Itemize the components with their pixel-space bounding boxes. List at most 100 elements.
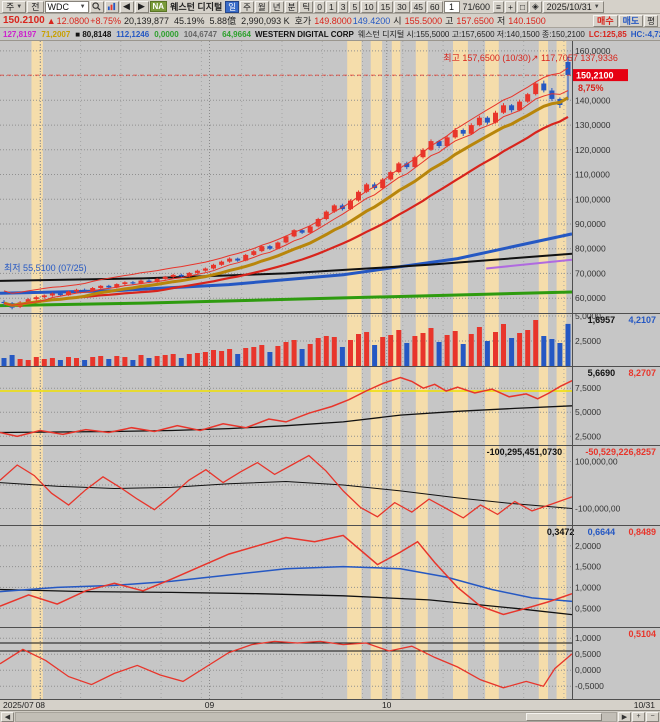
svg-text:2,5000: 2,5000 bbox=[575, 431, 601, 441]
trade-amount: 5.88億 bbox=[209, 16, 237, 26]
zoom-out-button[interactable]: − bbox=[646, 711, 659, 722]
low-label: 저 bbox=[496, 16, 506, 26]
candle-count: 71/600 bbox=[462, 1, 491, 12]
period-button-일[interactable]: 일 bbox=[225, 0, 240, 13]
svg-text:0,0000: 0,0000 bbox=[575, 665, 601, 675]
svg-text:-50,529,226,8257: -50,529,226,8257 bbox=[585, 447, 656, 457]
scroll-left-button[interactable]: ◀ bbox=[1, 711, 14, 722]
search-icon[interactable] bbox=[89, 0, 104, 13]
chevron-down-icon: ▼ bbox=[79, 3, 86, 10]
period-button-분[interactable]: 분 bbox=[284, 0, 299, 13]
volume-ratio: 45.19% bbox=[174, 15, 205, 26]
svg-text:5,0000: 5,0000 bbox=[575, 407, 601, 417]
svg-text:110,0000: 110,0000 bbox=[575, 170, 610, 180]
svg-text:7,5000: 7,5000 bbox=[575, 383, 601, 393]
tool-icon-□[interactable]: □ bbox=[516, 0, 529, 13]
market-type-label: 주 bbox=[6, 2, 15, 12]
scroll-right-button[interactable]: ▶ bbox=[618, 711, 631, 722]
price-change-pct: +8.75% bbox=[90, 15, 121, 26]
svg-text:09: 09 bbox=[205, 700, 215, 710]
header-indicator-value: 64,9664 bbox=[222, 29, 251, 39]
macd-pane bbox=[0, 376, 573, 438]
minute-button-30[interactable]: 30 bbox=[394, 0, 410, 13]
svg-text:8,2707: 8,2707 bbox=[628, 368, 656, 378]
buy-button[interactable]: 매수 bbox=[593, 14, 618, 27]
minute-button-60[interactable]: 60 bbox=[427, 0, 443, 13]
header-indicator-value: 127,8197 bbox=[3, 29, 37, 39]
high-label: 고 bbox=[445, 16, 454, 26]
change-arrow-icon: ▲ bbox=[46, 15, 56, 26]
trade-value-k: 2,990,093 K bbox=[241, 15, 290, 26]
scroll-thumb[interactable] bbox=[526, 712, 602, 721]
market-type-combo[interactable]: 주 ▼ bbox=[2, 0, 27, 13]
svg-text:70,0000: 70,0000 bbox=[575, 268, 606, 278]
jeon-button[interactable]: 전 bbox=[27, 0, 44, 13]
minute-button-45[interactable]: 45 bbox=[410, 0, 427, 13]
tool-icon-+[interactable]: + bbox=[505, 0, 516, 13]
open-price: 155.5000 bbox=[404, 15, 443, 26]
prev-stock-button[interactable]: ◀ bbox=[119, 0, 134, 13]
zoom-in-button[interactable]: + bbox=[632, 711, 645, 722]
minute-button-5[interactable]: 5 bbox=[349, 0, 361, 13]
price-chart[interactable]: 160,0000 140,0000 130,0000 120,0000 110,0000… bbox=[0, 41, 660, 710]
next-stock-button[interactable]: ▶ bbox=[134, 0, 149, 13]
horizontal-scrollbar: ◀ ▶ + − bbox=[0, 710, 660, 722]
minute-button-15[interactable]: 15 bbox=[377, 0, 394, 13]
scroll-track[interactable] bbox=[15, 711, 617, 722]
svg-text:4,2107: 4,2107 bbox=[628, 315, 656, 325]
open-label: 시 bbox=[393, 16, 402, 26]
tool-icon-◈[interactable]: ◈ bbox=[529, 0, 542, 13]
high-price: 157.6500 bbox=[456, 15, 494, 26]
header-indicator-value: 71,2007 bbox=[41, 29, 71, 39]
svg-text:130,0000: 130,0000 bbox=[575, 120, 611, 130]
minute-button-3[interactable]: 3 bbox=[337, 0, 349, 13]
svg-text:10: 10 bbox=[382, 700, 392, 710]
svg-text:140,0000: 140,0000 bbox=[575, 95, 611, 105]
svg-text:2025/07: 2025/07 bbox=[3, 700, 34, 710]
highlight-bands bbox=[31, 41, 567, 699]
svg-text:8,75%: 8,75% bbox=[578, 83, 604, 93]
chart-background bbox=[0, 41, 660, 699]
svg-text:0,3472: 0,3472 bbox=[547, 527, 575, 537]
oscillator-pane bbox=[0, 534, 573, 616]
header-indicator-value: ■ 80,8148 bbox=[75, 29, 112, 39]
svg-text:160,0000: 160,0000 bbox=[575, 46, 611, 56]
minute-button-10[interactable]: 10 bbox=[361, 0, 377, 13]
current-price-box bbox=[573, 69, 628, 82]
stock-title: WESTERN DIGITAL CORP bbox=[254, 29, 354, 39]
stock-name: 웨스턴 디지털 bbox=[170, 2, 223, 12]
quote-bar: 150.2100 ▲ 12.0800 +8.75% 20,139,877 45.… bbox=[0, 14, 660, 28]
zero-box[interactable]: 0 bbox=[314, 0, 325, 13]
date-picker[interactable]: 2025/10/31 ▼ bbox=[542, 0, 604, 13]
low-price: 140.1500 bbox=[508, 15, 546, 26]
hoga-label: 호가 bbox=[294, 16, 312, 26]
svg-text:100,0000: 100,0000 bbox=[575, 194, 611, 204]
period-button-년[interactable]: 년 bbox=[269, 0, 284, 13]
svg-text:0,8489: 0,8489 bbox=[628, 527, 656, 537]
svg-text:2,0000: 2,0000 bbox=[575, 541, 601, 551]
period-button-틱[interactable]: 틱 bbox=[299, 0, 314, 13]
bid-price: 149.4200 bbox=[352, 15, 391, 26]
svg-text:최고 157,6500 (10/30)↗ 117,7057: 최고 157,6500 (10/30)↗ 117,7057 137,9336 bbox=[443, 53, 618, 63]
symbol-input[interactable]: WDC ▼ bbox=[44, 0, 89, 13]
tool-icon-≡[interactable]: ≡ bbox=[493, 0, 505, 13]
minute-button-1[interactable]: 1 bbox=[325, 0, 337, 13]
svg-text:1,0000: 1,0000 bbox=[575, 633, 601, 643]
sell-button[interactable]: 매도 bbox=[618, 14, 644, 27]
period-button-주[interactable]: 주 bbox=[240, 0, 254, 13]
avg-button[interactable]: 평 bbox=[644, 14, 658, 27]
svg-text:5,0000: 5,0000 bbox=[575, 311, 601, 321]
svg-text:0,5000: 0,5000 bbox=[575, 603, 601, 613]
header-indicator-value: 104,6747 bbox=[183, 29, 218, 39]
svg-text:100,000,00: 100,000,00 bbox=[575, 457, 618, 467]
svg-text:0,5000: 0,5000 bbox=[575, 649, 601, 659]
svg-text:-100,000,00: -100,000,00 bbox=[575, 504, 621, 514]
period-button-월[interactable]: 월 bbox=[254, 0, 269, 13]
svg-text:0,6644: 0,6644 bbox=[588, 527, 616, 537]
tick-input[interactable]: 1 bbox=[443, 0, 460, 13]
x-axis-strip bbox=[0, 699, 660, 710]
svg-text:1,6957: 1,6957 bbox=[588, 315, 616, 325]
current-price: 150.2100 bbox=[3, 15, 45, 26]
chart-icon[interactable] bbox=[104, 0, 119, 13]
